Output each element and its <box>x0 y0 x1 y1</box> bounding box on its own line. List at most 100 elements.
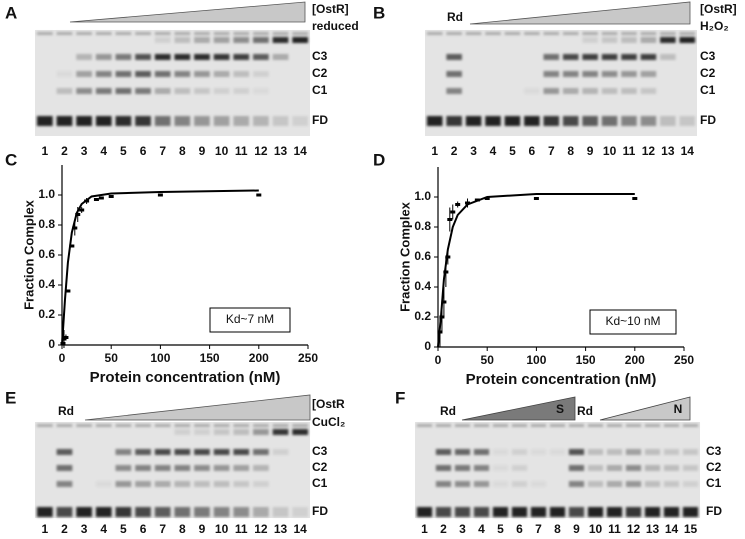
band <box>587 449 604 455</box>
band <box>233 465 250 471</box>
band <box>292 507 309 517</box>
lane-number: 12 <box>254 522 268 536</box>
data-point <box>533 197 539 200</box>
band <box>562 88 579 94</box>
gel-bands <box>36 424 309 517</box>
band <box>663 507 680 517</box>
panel-letter: B <box>373 3 385 22</box>
band <box>601 54 618 60</box>
ramp-triangle <box>84 394 311 421</box>
band <box>115 71 132 77</box>
data-point <box>108 195 114 198</box>
band <box>174 465 191 471</box>
band <box>76 507 92 517</box>
band <box>115 116 132 126</box>
panel-letter: A <box>5 3 17 22</box>
band <box>233 507 250 517</box>
band <box>524 88 540 94</box>
band <box>154 71 171 77</box>
lane-number: 7 <box>159 144 166 158</box>
band <box>663 449 680 455</box>
band <box>135 481 151 487</box>
panel-letter: F <box>395 388 405 407</box>
lane-number: 7 <box>159 522 166 536</box>
header-label: CuCl₂ <box>312 415 345 429</box>
well <box>682 424 699 427</box>
band <box>56 465 73 471</box>
x-tick-label: 100 <box>150 351 170 365</box>
band <box>194 116 210 126</box>
band <box>530 449 547 455</box>
y-tick-label: 0.6 <box>414 249 431 263</box>
header-label: [OstR] <box>312 2 349 16</box>
band <box>194 465 210 471</box>
band <box>154 507 171 517</box>
band <box>194 507 210 517</box>
well <box>606 424 623 427</box>
well <box>426 32 443 35</box>
lane-number: 7 <box>535 522 542 536</box>
band <box>154 116 171 126</box>
band <box>587 481 604 487</box>
band <box>233 429 250 435</box>
data-point <box>69 244 75 248</box>
band <box>233 116 250 126</box>
marker-label: Rd <box>440 404 456 418</box>
y-tick-label: 1.0 <box>414 189 431 203</box>
lane-number: 1 <box>41 522 48 536</box>
y-tick-label: 0.4 <box>414 279 431 293</box>
lane-number: 8 <box>554 522 561 536</box>
band <box>454 507 471 517</box>
band <box>644 465 661 471</box>
band <box>587 507 604 517</box>
well <box>115 32 132 35</box>
well <box>679 32 696 35</box>
band <box>233 37 250 43</box>
band <box>660 116 676 126</box>
data-point <box>484 197 490 200</box>
band <box>582 54 598 60</box>
band <box>682 507 699 517</box>
band <box>213 507 230 517</box>
band <box>272 37 289 43</box>
band <box>95 71 112 77</box>
well <box>36 424 53 427</box>
band <box>194 449 210 455</box>
well <box>640 32 657 35</box>
band <box>292 37 309 43</box>
lane-number: 11 <box>235 522 248 536</box>
marker-label: Rd <box>577 404 593 418</box>
well <box>530 424 547 427</box>
lane-number: 4 <box>478 522 485 536</box>
well <box>644 424 661 427</box>
well <box>504 32 521 35</box>
band <box>154 88 171 94</box>
band <box>36 116 53 126</box>
band-label: C1 <box>706 476 722 490</box>
band <box>446 71 462 77</box>
band <box>292 116 309 126</box>
band-label: C2 <box>700 66 716 80</box>
gel-bands <box>416 424 699 517</box>
band <box>194 429 210 435</box>
well <box>568 424 585 427</box>
band <box>435 449 452 455</box>
band <box>416 507 433 517</box>
well <box>213 424 230 427</box>
lane-number: 11 <box>623 144 636 158</box>
band-label: C3 <box>700 49 716 63</box>
band <box>56 481 73 487</box>
band <box>272 507 289 517</box>
band <box>233 71 250 77</box>
band <box>95 88 112 94</box>
band <box>543 88 560 94</box>
well <box>95 424 112 427</box>
band <box>36 507 53 517</box>
well <box>292 424 309 427</box>
fit-curve <box>437 193 635 348</box>
well <box>272 424 289 427</box>
band <box>663 481 680 487</box>
band <box>115 507 132 517</box>
band <box>606 465 623 471</box>
lane-number: 3 <box>81 522 88 536</box>
